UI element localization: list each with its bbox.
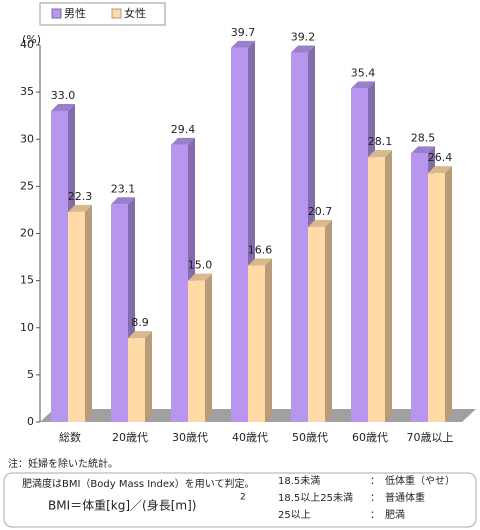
bmi-table-cell: 18.5以上25未満 <box>278 492 353 504</box>
bar <box>68 211 85 422</box>
y-tick-label: 30 <box>20 132 34 145</box>
y-tick-label: 20 <box>20 227 34 240</box>
value-label: 8.9 <box>131 316 149 329</box>
bar-top <box>188 273 212 281</box>
bar-side <box>385 150 392 422</box>
y-tick-label: 25 <box>20 179 34 192</box>
bmi-text: 肥満度はBMI（Body Mass Index）を用いて判定。 <box>22 477 254 490</box>
bar <box>291 52 308 422</box>
x-tick-label: 60歳代 <box>352 431 388 444</box>
bar-side <box>265 258 272 422</box>
bar-side <box>85 204 92 422</box>
bmi-table-cell: ： <box>370 493 380 504</box>
bar-top <box>411 146 435 154</box>
bar-side <box>145 331 152 422</box>
y-tick-label: 10 <box>20 321 34 334</box>
x-tick-label: 70歳以上 <box>407 431 454 444</box>
legend-label: 女性 <box>124 6 146 20</box>
bar-side <box>445 166 452 422</box>
formula: BMI＝体重[kg]／(身長[m]) <box>48 498 196 513</box>
value-label: 35.4 <box>351 66 376 79</box>
bar-top <box>248 258 272 266</box>
bar <box>428 173 445 422</box>
x-tick-label: 30歳代 <box>172 431 208 444</box>
bar-side <box>325 219 332 422</box>
bar-top <box>171 137 195 145</box>
value-label: 15.0 <box>188 259 213 272</box>
bar-top <box>351 81 375 89</box>
note-box <box>3 472 477 528</box>
value-label: 16.6 <box>248 244 273 257</box>
value-label: 28.1 <box>368 135 393 148</box>
value-label: 39.7 <box>231 26 256 39</box>
bar <box>188 280 205 422</box>
bar-top <box>128 331 152 339</box>
footnote: 注：妊婦を除いた統計。 <box>8 457 118 470</box>
bmi-table-cell: 普通体重 <box>385 491 425 504</box>
bar-top <box>368 150 392 158</box>
x-tick-label: 総数 <box>59 430 81 444</box>
bar <box>368 157 385 422</box>
bmi-table-cell: 25以上 <box>278 509 311 521</box>
bar <box>231 47 248 422</box>
bar-top <box>51 103 75 111</box>
x-tick-label: 20歳代 <box>112 431 148 444</box>
bar <box>411 153 428 422</box>
value-label: 29.4 <box>171 123 196 136</box>
bar-top <box>428 166 452 174</box>
bar <box>351 88 368 422</box>
bar <box>111 204 128 422</box>
bar <box>308 226 325 422</box>
bar-top <box>231 40 255 48</box>
bmi-table-cell: 18.5未満 <box>278 475 320 487</box>
formula-sup: 2 <box>240 493 246 503</box>
value-label: 33.0 <box>51 89 76 102</box>
legend-swatch <box>51 8 62 19</box>
value-label: 39.2 <box>291 31 316 44</box>
bar-top <box>68 204 92 212</box>
value-label: 22.3 <box>68 190 93 203</box>
legend-swatch <box>111 8 122 19</box>
y-tick-label: 35 <box>20 85 34 98</box>
y-tick-label: 40 <box>20 38 34 51</box>
legend-label: 男性 <box>64 6 86 20</box>
value-label: 23.1 <box>111 182 136 195</box>
bmi-table-cell: ： <box>370 510 380 521</box>
legend <box>39 2 166 26</box>
bar <box>128 338 145 422</box>
bar-top <box>308 219 332 227</box>
bar <box>171 144 188 422</box>
bar-side <box>205 273 212 422</box>
y-tick-label: 5 <box>27 368 34 381</box>
x-tick-label: 50歳代 <box>292 431 328 444</box>
bar <box>248 265 265 422</box>
value-label: 26.4 <box>428 151 453 164</box>
bar-top <box>291 45 315 53</box>
bmi-table-cell: 肥満 <box>385 509 405 521</box>
value-label: 20.7 <box>308 205 333 218</box>
y-axis-label: (%) <box>22 33 41 46</box>
y-tick-label: 15 <box>20 274 34 287</box>
bar-top <box>111 197 135 205</box>
bar <box>51 110 68 422</box>
bmi-table-cell: ： <box>370 476 380 487</box>
y-tick-label: 0 <box>27 415 34 428</box>
x-tick-label: 40歳代 <box>232 431 268 444</box>
value-label: 28.5 <box>411 131 436 144</box>
bmi-table-cell: 低体重（やせ） <box>385 474 455 487</box>
